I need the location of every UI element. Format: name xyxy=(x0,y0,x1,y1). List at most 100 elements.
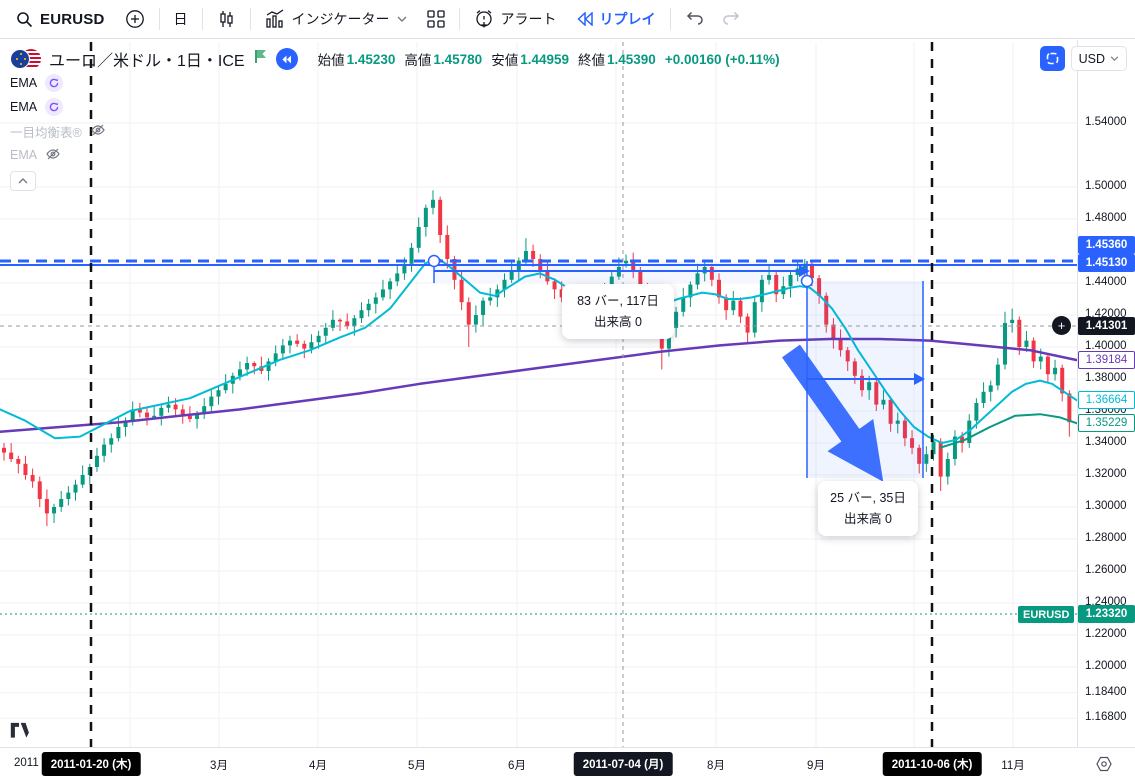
eurusd-pair-flag-icon xyxy=(10,49,41,69)
month-tick-label: 4月 xyxy=(309,760,327,772)
compare-add-symbol-button[interactable] xyxy=(115,4,155,34)
replay-button[interactable]: リプレイ xyxy=(567,4,666,34)
symbol-search-button[interactable]: EURUSD xyxy=(6,4,115,34)
toolbar-separator xyxy=(158,8,160,30)
chevron-down-icon xyxy=(1110,56,1119,61)
price-tick-label: 1.28000 xyxy=(1085,532,1127,544)
grid-layout-icon xyxy=(426,10,445,28)
symbol-title[interactable]: ユーロ／米ドル・1日・ICE xyxy=(49,53,245,70)
price-axis-label: 1.39184 xyxy=(1078,351,1135,369)
price-tick-label: 1.44000 xyxy=(1085,276,1127,288)
indicators-button[interactable]: インジケーター xyxy=(255,4,417,34)
date-label-pill: 2011-10-06 (木) xyxy=(882,752,982,776)
alert-label: アラート xyxy=(500,11,557,27)
search-icon xyxy=(16,11,33,28)
interval-label: 日 xyxy=(173,11,188,27)
legend-collapse-button[interactable] xyxy=(10,171,36,191)
ohlc-readout: 始値 1.45230 高値 1.45780 安値 1.44959 終値 1.45390 … xyxy=(318,49,780,69)
replay-label: リプレイ xyxy=(599,11,656,27)
price-tick-label: 1.34000 xyxy=(1085,436,1127,448)
indicators-icon xyxy=(265,9,285,29)
indicator-templates-button[interactable] xyxy=(417,4,455,34)
price-tick-label: 1.18400 xyxy=(1085,685,1127,698)
top-toolbar: EURUSD 日 インジケーター xyxy=(0,0,1135,39)
low-value: 1.44959 xyxy=(520,51,570,67)
chevron-down-icon xyxy=(397,16,407,22)
replay-active-badge[interactable] xyxy=(275,48,298,70)
high-value: 1.45780 xyxy=(433,51,483,67)
month-tick-label: 9月 xyxy=(807,760,825,772)
price-axis-label: 1.23320 xyxy=(1078,605,1135,623)
eye-off-icon[interactable] xyxy=(90,122,106,141)
indicator-row-ichimoku[interactable]: 一目均衡表® xyxy=(10,119,780,143)
undo-button[interactable] xyxy=(675,4,713,34)
open-label: 始値 xyxy=(317,53,345,68)
loading-spinner-icon xyxy=(45,98,64,116)
price-tick-label: 1.54000 xyxy=(1085,116,1127,128)
month-tick-label: 3月 xyxy=(210,760,228,772)
alarm-clock-icon xyxy=(474,9,494,29)
price-tick-label: 1.38000 xyxy=(1085,372,1127,384)
price-tick-label: 1.16800 xyxy=(1085,711,1127,724)
date-label-pill: 2011-01-20 (木) xyxy=(41,752,141,776)
symbol-name: EURUSD xyxy=(40,10,105,28)
indicators-label: インジケーター xyxy=(291,11,390,27)
time-axis-settings-icon[interactable] xyxy=(1096,756,1112,777)
low-label: 安値 xyxy=(491,53,519,68)
change-value: +0.00160 (+0.11%) xyxy=(664,51,780,67)
month-tick-label: 5月 xyxy=(408,760,426,772)
market-status-flag-icon[interactable] xyxy=(253,49,268,69)
indicator-row-ema-1[interactable]: EMA xyxy=(10,71,780,95)
candlestick-icon xyxy=(217,10,236,29)
price-axis[interactable]: 1.54000 1.50000 1.48000 1.44000 1.42000 1.400… xyxy=(1078,40,1135,747)
toolbar-separator xyxy=(249,8,251,30)
measure-volume: 出来高 0 xyxy=(844,511,892,526)
alert-button[interactable]: アラート xyxy=(464,4,567,34)
redo-button[interactable] xyxy=(713,4,751,34)
indicator-row-ema-2[interactable]: EMA xyxy=(10,95,780,119)
price-tick-label: 1.32000 xyxy=(1085,468,1127,480)
scale-mode-button[interactable] xyxy=(1039,46,1065,71)
rewind-icon xyxy=(576,12,593,26)
high-label: 高値 xyxy=(404,53,432,68)
currency-dropdown[interactable]: USD xyxy=(1070,46,1127,71)
interval-button[interactable]: 日 xyxy=(164,4,198,34)
price-axis-label: 1.36664 xyxy=(1078,391,1135,409)
loading-spinner-icon xyxy=(45,74,64,92)
price-axis-label: 1.45360 xyxy=(1078,236,1135,254)
measure-bars-days: 83 バー, 117日 xyxy=(577,294,659,308)
price-tick-label: 1.48000 xyxy=(1085,212,1127,224)
chart-style-button[interactable] xyxy=(207,4,246,34)
close-label: 終値 xyxy=(578,53,606,68)
add-alert-plus-icon[interactable]: + xyxy=(1052,316,1071,335)
price-tick-label: 1.26000 xyxy=(1085,564,1127,576)
price-tick-label: 1.30000 xyxy=(1085,500,1127,512)
month-tick-label: 6月 xyxy=(508,760,526,772)
month-tick-label: 8月 xyxy=(707,760,725,772)
time-axis-separator xyxy=(0,747,1135,748)
price-axis-label: 1.35229 xyxy=(1078,414,1135,432)
plus-circle-icon xyxy=(125,9,145,29)
alert-symbol-chip: EURUSD xyxy=(1018,606,1075,623)
toolbar-separator xyxy=(201,8,203,30)
close-value: 1.45390 xyxy=(607,51,656,67)
time-axis[interactable]: 2011 3月 4月 5月 6月 8月 9月 11月 2011-01-20 (木) 2011-0… xyxy=(0,748,1135,780)
toolbar-separator xyxy=(669,8,671,30)
measure-bars-days: 25 バー, 35日 xyxy=(830,491,906,505)
price-tick-label: 1.50000 xyxy=(1085,180,1127,192)
price-axis-label: 1.41301 xyxy=(1078,317,1135,335)
indicator-row-ema-3[interactable]: EMA xyxy=(10,143,780,167)
redo-arrow-icon xyxy=(722,12,741,26)
undo-arrow-icon xyxy=(685,12,703,26)
price-tick-label: 1.20000 xyxy=(1085,660,1127,672)
month-tick-label: 11月 xyxy=(1001,760,1025,772)
date-label-pill: 2011-07-04 (月) xyxy=(573,752,673,776)
toolbar-separator xyxy=(458,8,460,30)
eye-off-icon[interactable] xyxy=(45,146,61,165)
measure-tooltip-1: 83 バー, 117日 出来高 0 xyxy=(562,284,674,340)
tradingview-logo[interactable] xyxy=(10,722,36,747)
price-axis-separator xyxy=(1077,40,1078,747)
currency-value: USD xyxy=(1078,51,1105,66)
